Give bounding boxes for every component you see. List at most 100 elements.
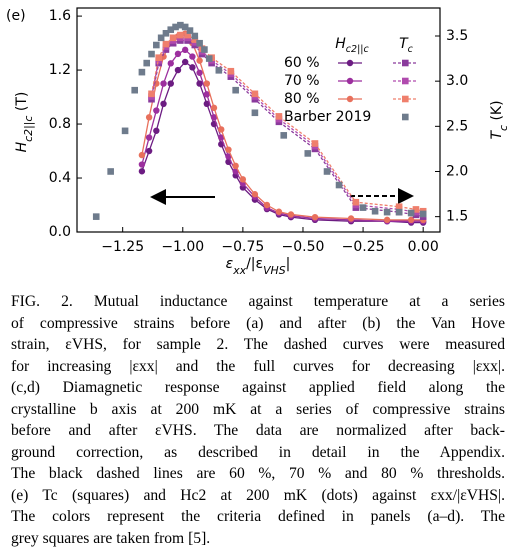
data-point — [177, 21, 184, 29]
y2-tick-label: 3.5 — [446, 28, 468, 44]
data-point — [138, 151, 146, 159]
data-point — [205, 55, 213, 62]
data-point — [323, 168, 331, 175]
data-point — [263, 201, 271, 209]
data-point — [162, 29, 170, 37]
caption-line: FIG. 2. Mutual inductance against temper… — [11, 293, 505, 310]
legend-label: 80 % — [284, 91, 320, 107]
data-point — [196, 80, 203, 87]
data-point — [138, 168, 146, 175]
data-point — [383, 208, 391, 216]
y2-axis-label: Tc (K) — [489, 100, 510, 139]
data-point — [407, 216, 415, 224]
caption-line: (c,d) Diamagnetic response against appli… — [11, 379, 505, 396]
data-point — [160, 100, 167, 108]
data-point — [407, 209, 415, 217]
y-tick-label: 1.6 — [49, 8, 71, 24]
data-point — [121, 127, 129, 135]
data-point — [191, 36, 199, 43]
data-point — [177, 31, 184, 39]
data-point — [275, 208, 283, 215]
data-point — [383, 216, 391, 224]
x-tick-label: −1.25 — [101, 239, 144, 255]
data-point — [145, 134, 153, 141]
caption-line: before and after εVHS. The data are norm… — [11, 422, 505, 439]
data-point — [201, 46, 208, 53]
legend-label: 70 % — [284, 73, 320, 89]
caption-line: strain, εVHS, for sample 2. The dashed c… — [11, 336, 505, 353]
y2-axis-label-part: T — [489, 130, 505, 140]
data-point — [218, 126, 225, 133]
data-point — [181, 23, 189, 31]
x-axis-label: εxx/|εVHS| — [226, 256, 291, 277]
data-point — [251, 90, 259, 98]
caption-line: of compressive strains before (a) and af… — [11, 314, 505, 332]
data-point — [107, 168, 114, 175]
legend-marker — [402, 59, 409, 67]
data-point — [148, 50, 155, 58]
x-tick-label: 0.00 — [408, 239, 439, 255]
chart: (e) −1.25 −1.00 −0.75 −0.50 −0.25 0.00 0.0 0.4 0… — [6, 7, 510, 277]
legend-header: Hc2||c — [335, 36, 369, 55]
x-tick-label: −1.00 — [161, 239, 204, 255]
legend-header-part: H — [335, 36, 346, 52]
data-point — [311, 140, 319, 147]
data-point — [174, 66, 182, 74]
series-line — [141, 49, 424, 222]
legend-marker — [402, 113, 409, 121]
caption-line: crystalline b axis at 200 mK at a series… — [11, 400, 505, 418]
data-point — [191, 32, 199, 40]
data-point — [203, 91, 211, 98]
data-point — [210, 114, 218, 121]
data-point — [181, 46, 189, 54]
x-tick-label: −0.25 — [342, 239, 385, 255]
legend-header-part: c2||c — [346, 44, 370, 55]
data-point — [225, 146, 232, 153]
data-point — [160, 80, 167, 87]
data-point — [251, 191, 259, 198]
data-point — [153, 127, 160, 134]
data-point — [92, 213, 100, 220]
data-point — [196, 69, 203, 76]
data-point — [143, 59, 151, 67]
y-axis-label-part: (T) — [14, 92, 30, 116]
data-point — [210, 104, 218, 112]
data-point — [203, 100, 211, 108]
x-axis-label-part: xx — [232, 264, 246, 277]
data-point — [196, 57, 203, 64]
y-axis-label: Hc2||c (T) — [14, 92, 35, 153]
data-point — [196, 39, 203, 47]
y-tick-label: 1.2 — [49, 62, 71, 78]
x-axis-label-part: /|ε — [246, 256, 263, 272]
series-line — [141, 61, 424, 224]
data-point — [419, 210, 427, 218]
data-point — [352, 198, 360, 206]
y-axis-label-part: c2||c — [22, 116, 35, 142]
data-point — [148, 90, 155, 98]
data-point — [157, 34, 165, 42]
y2-axis-label-part: (K) — [489, 100, 505, 125]
legend-marker — [346, 59, 354, 67]
data-point — [153, 107, 160, 114]
data-point — [232, 162, 239, 170]
y-tick-label: 0.0 — [49, 224, 71, 240]
data-point — [167, 26, 175, 33]
data-point — [138, 161, 146, 168]
legend-label: Barber 2019 — [284, 109, 371, 125]
data-point — [189, 53, 196, 60]
data-point — [131, 86, 138, 94]
legend-marker — [346, 77, 354, 85]
data-point — [167, 60, 174, 67]
data-point — [145, 147, 153, 155]
data-point — [251, 109, 259, 117]
caption-line: ground correction, as described in detai… — [11, 443, 505, 461]
data-point — [395, 203, 403, 211]
data-point — [162, 40, 170, 48]
data-point — [174, 50, 182, 58]
data-point — [239, 176, 247, 183]
legend-marker — [346, 95, 354, 103]
legend-header: Tc — [399, 36, 414, 55]
plot-frame — [76, 7, 441, 233]
data-point — [186, 27, 194, 34]
